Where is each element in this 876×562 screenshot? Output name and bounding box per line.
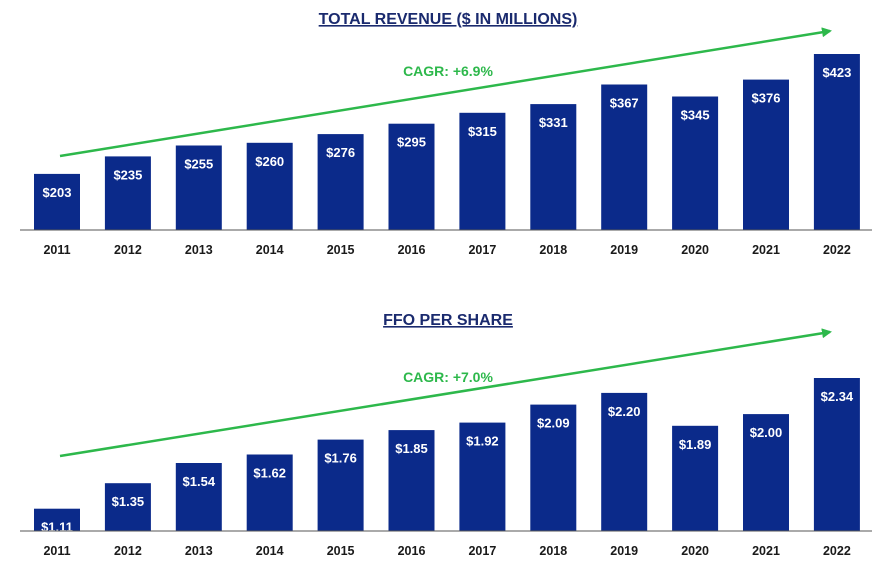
revenue-bar-label-2019: $367 (610, 96, 639, 111)
ffo-bar-label-2017: $1.92 (466, 434, 499, 449)
revenue-bar-2012 (104, 156, 151, 230)
ffo-bar-label-2015: $1.76 (324, 451, 357, 466)
revenue-tick-2011: 2011 (43, 243, 70, 257)
ffo-bar-2014 (246, 454, 293, 531)
revenue-bar-2015 (317, 134, 364, 230)
revenue-bars: $203 $235 $255 $260 $276 $295 $315 $331 $367 $345… (34, 54, 860, 230)
revenue-bar-label-2018: $331 (539, 115, 568, 130)
revenue-chart-title: TOTAL REVENUE ($ IN MILLIONS) (319, 11, 578, 28)
ffo-bar-label-2022: $2.34 (821, 389, 854, 404)
ffo-bar-2017 (459, 422, 506, 531)
revenue-tick-2019: 2019 (610, 243, 638, 257)
revenue-tick-2020: 2020 (681, 243, 709, 257)
revenue-bar-label-2021: $376 (752, 91, 781, 106)
revenue-tick-2021: 2021 (752, 243, 780, 257)
ffo-chart-title: FFO PER SHARE (383, 312, 513, 329)
revenue-bar-2017 (459, 112, 506, 230)
ffo-tick-2013: 2013 (185, 544, 213, 558)
revenue-bar-2013 (175, 145, 222, 230)
revenue-bar-2016 (388, 123, 435, 230)
revenue-cagr-label: CAGR: +6.9% (403, 63, 493, 79)
ffo-tick-2020: 2020 (681, 544, 709, 558)
revenue-bar-label-2011: $203 (43, 185, 72, 200)
revenue-tick-2013: 2013 (185, 243, 213, 257)
ffo-bar-2012 (104, 483, 151, 531)
ffo-bar-2020 (672, 425, 719, 531)
ffo-bar-2019 (601, 392, 648, 531)
ffo-bar-2011 (34, 508, 80, 531)
ffo-bar-label-2013: $1.54 (183, 474, 216, 489)
revenue-tick-2017: 2017 (468, 243, 496, 257)
revenue-bar-2019 (601, 84, 648, 230)
ffo-bar-label-2019: $2.20 (608, 404, 641, 419)
revenue-bar-label-2017: $315 (468, 124, 497, 139)
ffo-tick-2021: 2021 (752, 544, 780, 558)
ffo-x-ticks: 2011 2012 2013 2014 2015 2016 2017 2018 2019 2020… (43, 544, 850, 558)
revenue-x-ticks: 2011 2012 2013 2014 2015 2016 2017 2018 2019 2020… (43, 243, 850, 257)
ffo-tick-2014: 2014 (256, 544, 284, 558)
revenue-bar-2022 (813, 54, 860, 230)
revenue-tick-2016: 2016 (398, 243, 426, 257)
ffo-tick-2017: 2017 (468, 544, 496, 558)
revenue-bar-2011 (34, 173, 80, 230)
revenue-bar-label-2020: $345 (681, 108, 710, 123)
revenue-tick-2022: 2022 (823, 243, 851, 257)
revenue-bar-label-2015: $276 (326, 145, 355, 160)
revenue-tick-2015: 2015 (327, 243, 355, 257)
revenue-bar-2020 (672, 96, 719, 230)
ffo-bar-label-2016: $1.85 (395, 441, 428, 456)
ffo-bar-2018 (530, 404, 577, 531)
ffo-bar-2022 (813, 378, 860, 531)
revenue-tick-2014: 2014 (256, 243, 284, 257)
revenue-cagr-arrow (59, 27, 832, 158)
ffo-tick-2022: 2022 (823, 544, 851, 558)
ffo-tick-2018: 2018 (539, 544, 567, 558)
ffo-bars: $1.11 $1.35 $1.54 $1.62 $1.76 $1.85 $1.92 $2.09… (34, 378, 860, 535)
revenue-bar-label-2013: $255 (184, 157, 213, 172)
revenue-chart: TOTAL REVENUE ($ IN MILLIONS) CAGR: +6.9… (20, 11, 872, 257)
revenue-bar-2018 (530, 104, 577, 230)
revenue-bar-2014 (246, 142, 293, 230)
revenue-bar-label-2016: $295 (397, 135, 426, 150)
ffo-bar-label-2020: $1.89 (679, 437, 712, 452)
revenue-tick-2018: 2018 (539, 243, 567, 257)
revenue-bar-label-2012: $235 (113, 167, 142, 182)
revenue-bar-label-2014: $260 (255, 154, 284, 169)
ffo-bar-label-2021: $2.00 (750, 425, 783, 440)
revenue-bar-2021 (743, 79, 789, 230)
ffo-tick-2015: 2015 (327, 544, 355, 558)
ffo-tick-2011: 2011 (43, 544, 70, 558)
revenue-tick-2012: 2012 (114, 243, 142, 257)
ffo-bar-label-2018: $2.09 (537, 416, 570, 431)
revenue-bar-label-2022: $423 (822, 65, 851, 80)
ffo-bar-label-2014: $1.62 (253, 466, 286, 481)
ffo-bar-2016 (388, 430, 435, 531)
ffo-bar-2015 (317, 439, 364, 531)
ffo-cagr-label: CAGR: +7.0% (403, 369, 493, 385)
ffo-chart: FFO PER SHARE CAGR: +7.0% $1.11 $1.35 $1.5… (20, 312, 872, 558)
ffo-tick-2016: 2016 (398, 544, 426, 558)
ffo-bar-label-2012: $1.35 (112, 494, 145, 509)
ffo-tick-2019: 2019 (610, 544, 638, 558)
ffo-tick-2012: 2012 (114, 544, 142, 558)
ffo-bar-label-2011: $1.11 (41, 520, 73, 535)
ffo-bar-2013 (175, 463, 222, 531)
ffo-cagr-arrow (59, 328, 832, 458)
ffo-bar-2021 (743, 414, 789, 531)
